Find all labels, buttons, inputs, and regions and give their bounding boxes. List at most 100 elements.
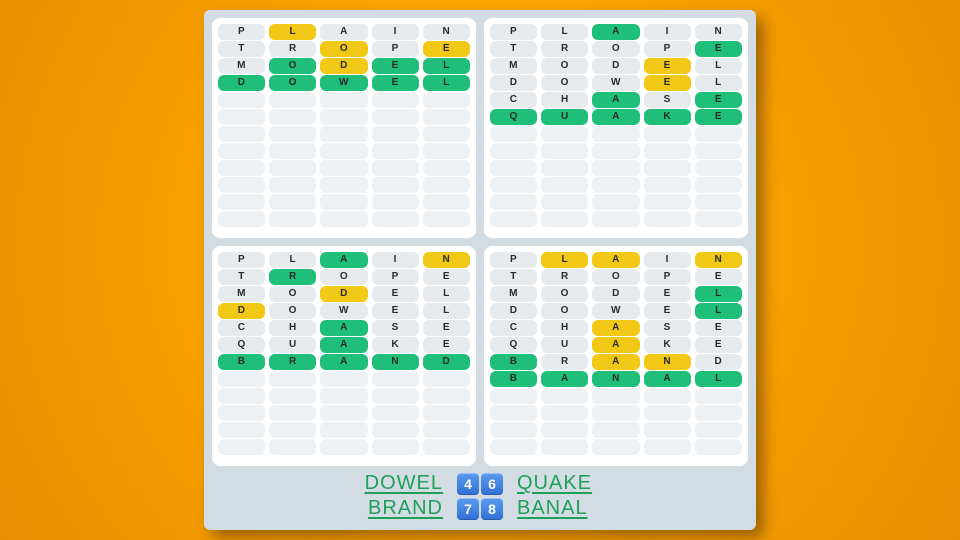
answer-link[interactable]: DOWEL: [353, 472, 443, 495]
tile: I: [372, 24, 419, 40]
tile: [423, 371, 470, 387]
tile: [423, 126, 470, 142]
tile: [423, 405, 470, 421]
tile: [695, 160, 742, 176]
tile: L: [423, 58, 470, 74]
tile: [269, 422, 316, 438]
tile: [320, 92, 367, 108]
tile: [218, 92, 265, 108]
tile: S: [644, 92, 691, 108]
answer-link[interactable]: BRAND: [353, 497, 443, 520]
tile: [695, 126, 742, 142]
tile: D: [592, 286, 639, 302]
blank-row: [490, 126, 742, 142]
tile: R: [541, 269, 588, 285]
tile: [269, 405, 316, 421]
tile: [541, 177, 588, 193]
tile: [372, 160, 419, 176]
tile: P: [644, 41, 691, 57]
tile: I: [644, 252, 691, 268]
tile: O: [541, 286, 588, 302]
tile: L: [541, 252, 588, 268]
tile: [269, 194, 316, 210]
tile: [269, 143, 316, 159]
answer-link[interactable]: QUAKE: [517, 472, 607, 495]
tile: [592, 126, 639, 142]
tile: L: [423, 75, 470, 91]
tile: O: [592, 269, 639, 285]
tile: [269, 177, 316, 193]
tile: N: [423, 24, 470, 40]
tile: E: [644, 286, 691, 302]
tile: O: [269, 58, 316, 74]
tile: [541, 405, 588, 421]
tile: [423, 177, 470, 193]
tile: [490, 422, 537, 438]
tile: E: [695, 41, 742, 57]
tile: W: [592, 75, 639, 91]
tile: E: [372, 303, 419, 319]
blank-row: [218, 211, 470, 227]
tile: [541, 160, 588, 176]
tile: [644, 422, 691, 438]
tile: [372, 126, 419, 142]
tile: A: [592, 354, 639, 370]
tile: M: [490, 286, 537, 302]
tile: W: [592, 303, 639, 319]
blank-row: [218, 439, 470, 455]
tile: M: [218, 58, 265, 74]
game-card: PLAINTROPEMODELDOWELPLAINTROPEMODELDOWEL…: [204, 10, 756, 530]
blank-row: [490, 143, 742, 159]
tile: C: [490, 320, 537, 336]
answer-link[interactable]: BANAL: [517, 497, 607, 520]
tile: A: [541, 371, 588, 387]
tile: S: [372, 320, 419, 336]
tile: Q: [490, 109, 537, 125]
tile: P: [372, 41, 419, 57]
guess-row: QUAKE: [490, 337, 742, 353]
tile: [218, 143, 265, 159]
blank-row: [218, 92, 470, 108]
tile: [541, 143, 588, 159]
tile: [592, 405, 639, 421]
tile: B: [218, 354, 265, 370]
tile: [320, 422, 367, 438]
tile: [541, 439, 588, 455]
guess-row: PLAIN: [490, 24, 742, 40]
tile: A: [320, 337, 367, 353]
tile: [490, 194, 537, 210]
blank-row: [218, 388, 470, 404]
tile: [644, 388, 691, 404]
tile: [218, 422, 265, 438]
tile: N: [423, 252, 470, 268]
guess-row: MODEL: [490, 286, 742, 302]
tile: T: [218, 41, 265, 57]
tile: [269, 126, 316, 142]
guess-row: TROPE: [218, 269, 470, 285]
tile: [592, 439, 639, 455]
tile: [490, 177, 537, 193]
tile: [372, 405, 419, 421]
tile: [490, 388, 537, 404]
tile: Q: [218, 337, 265, 353]
tile: [269, 371, 316, 387]
tile: D: [320, 286, 367, 302]
tile: R: [541, 354, 588, 370]
tile: E: [644, 58, 691, 74]
tile: E: [423, 269, 470, 285]
tile: E: [695, 269, 742, 285]
tile: [320, 160, 367, 176]
blank-row: [490, 211, 742, 227]
tile: A: [320, 354, 367, 370]
tile: K: [644, 109, 691, 125]
tile: O: [592, 41, 639, 57]
tile: N: [372, 354, 419, 370]
tile: [644, 211, 691, 227]
tile: D: [490, 75, 537, 91]
tile: [320, 177, 367, 193]
tile: [423, 211, 470, 227]
guess-count-badge: 8: [481, 498, 503, 520]
guess-count-badges: 78: [457, 498, 503, 520]
tile: [372, 92, 419, 108]
tile: [423, 422, 470, 438]
